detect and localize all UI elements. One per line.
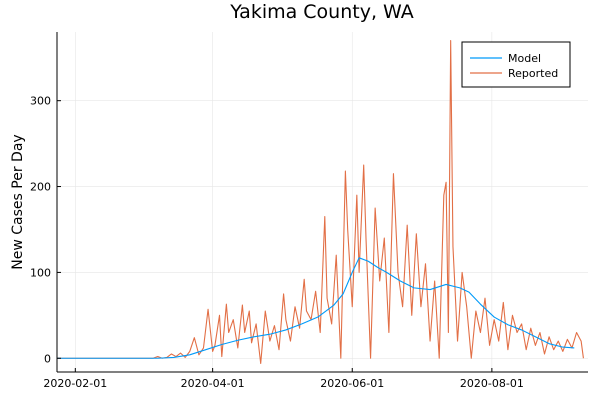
axes bbox=[56, 32, 588, 373]
ticks: 0 100 200 300 2020-02-01 2020-04-01 2020-06-01… bbox=[30, 95, 524, 390]
x-tick-label: 2020-04-01 bbox=[181, 377, 245, 390]
legend-label-reported: Reported bbox=[508, 67, 558, 80]
x-tick-label: 2020-02-01 bbox=[43, 377, 107, 390]
y-tick-label: 200 bbox=[30, 181, 51, 194]
x-tick-label: 2020-06-01 bbox=[320, 377, 384, 390]
legend-box bbox=[461, 41, 571, 88]
legend: Model Reported bbox=[461, 41, 571, 88]
y-tick-label: 100 bbox=[30, 266, 51, 279]
y-tick-label: 300 bbox=[30, 95, 51, 108]
series-line-model bbox=[57, 257, 575, 359]
y-tick-label: 0 bbox=[44, 352, 51, 365]
legend-label-model: Model bbox=[508, 52, 541, 65]
series-line-reported bbox=[57, 40, 584, 364]
chart-title: Yakima County, WA bbox=[229, 1, 414, 23]
y-axis-title: New Cases Per Day bbox=[10, 134, 26, 269]
series-lines bbox=[57, 40, 584, 364]
x-tick-label: 2020-08-01 bbox=[460, 377, 524, 390]
